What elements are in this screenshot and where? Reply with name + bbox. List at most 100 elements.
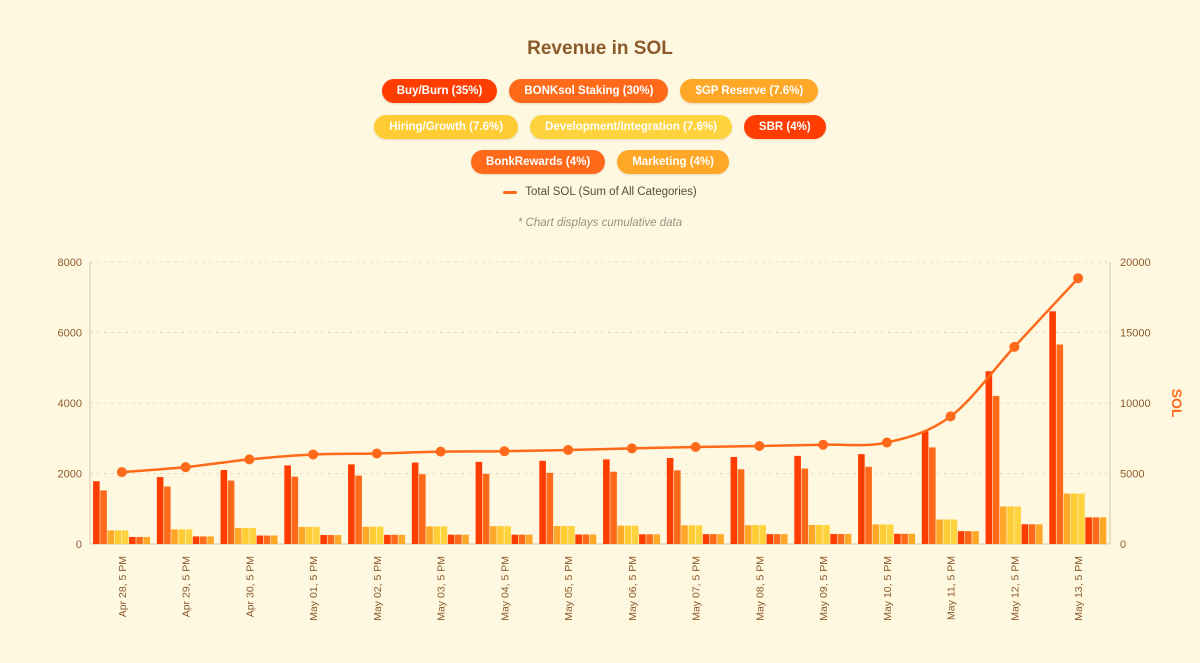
bar <box>965 531 972 544</box>
bar <box>730 456 738 544</box>
bar <box>865 466 872 544</box>
bar <box>475 461 483 544</box>
total-sol-point <box>690 441 701 452</box>
x-tick-label: May 07, 5 PM <box>691 556 703 621</box>
x-tick-label: May 05, 5 PM <box>563 556 575 621</box>
y2-tick-label: 10000 <box>1120 398 1151 410</box>
bar <box>391 534 398 544</box>
x-tick-label: May 12, 5 PM <box>1009 556 1021 621</box>
legend-row-2: Hiring/Growth (7.6%) Development/Integra… <box>0 115 1200 139</box>
bar <box>256 535 264 544</box>
bar <box>710 534 717 544</box>
total-sol-point <box>1009 341 1020 352</box>
bar <box>114 530 122 544</box>
bar <box>376 526 384 544</box>
bar <box>992 395 1000 544</box>
bar <box>844 533 852 544</box>
bar <box>894 533 901 544</box>
legend-hiring-growth[interactable]: Hiring/Growth (7.6%) <box>374 115 519 139</box>
bar <box>1028 524 1036 544</box>
bar <box>886 524 894 544</box>
bar <box>220 469 228 544</box>
bar <box>744 525 752 544</box>
bar <box>178 529 186 544</box>
bar <box>107 530 115 544</box>
x-tick-label: May 11, 5 PM <box>946 556 958 620</box>
total-sol-point <box>754 441 765 452</box>
bar <box>688 525 696 544</box>
bar <box>504 526 511 544</box>
bar <box>1070 493 1078 544</box>
legend-bonkrewards[interactable]: BonkRewards (4%) <box>471 150 606 174</box>
bar <box>518 534 526 544</box>
bar <box>455 534 462 544</box>
bar <box>334 535 342 544</box>
bar <box>794 455 801 544</box>
bar <box>1085 517 1092 544</box>
bar <box>497 526 504 544</box>
total-sol-point <box>563 444 574 455</box>
legend-buy-burn[interactable]: Buy/Burn (35%) <box>381 79 498 103</box>
bar <box>355 475 362 544</box>
legend-sgp-reserve[interactable]: $GP Reserve (7.6%) <box>680 79 819 103</box>
legend-sbr[interactable]: SBR (4%) <box>743 115 826 139</box>
bar <box>624 525 632 544</box>
legend-total-sol[interactable]: Total SOL (Sum of All Categories) <box>0 186 1200 198</box>
total-sol-point <box>116 467 127 478</box>
y-tick-label: 6000 <box>58 328 82 340</box>
bar <box>305 526 313 544</box>
bar <box>908 533 916 544</box>
chart-note: * Chart displays cumulative data <box>517 217 683 229</box>
bar <box>1056 344 1064 544</box>
bar <box>553 526 561 544</box>
bar <box>129 536 136 544</box>
bar <box>1078 493 1085 544</box>
bar <box>617 525 625 544</box>
bar <box>858 454 865 544</box>
bar <box>291 476 299 544</box>
bar <box>234 527 242 544</box>
bar <box>752 525 759 544</box>
bar <box>143 536 151 544</box>
bar <box>539 460 546 544</box>
bar <box>511 534 519 544</box>
bar <box>610 471 617 544</box>
bar <box>489 526 497 544</box>
bar <box>823 524 830 544</box>
bar <box>568 526 575 544</box>
bar <box>207 536 214 544</box>
legend-row-3: BonkRewards (4%) Marketing (4%) <box>0 150 1200 174</box>
bar <box>653 534 661 544</box>
bar <box>766 534 774 544</box>
bar <box>263 535 271 544</box>
bar <box>681 525 688 544</box>
x-tick-label: May 06, 5 PM <box>627 556 639 621</box>
bar <box>943 519 951 544</box>
bar <box>411 462 419 544</box>
bar <box>646 534 653 544</box>
bar <box>582 534 590 544</box>
legend-marketing[interactable]: Marketing (4%) <box>617 150 729 174</box>
bar <box>780 534 788 544</box>
bar <box>1092 517 1100 544</box>
bar <box>270 535 278 544</box>
bar <box>93 481 100 544</box>
bar <box>546 472 554 544</box>
x-tick-label: May 01, 5 PM <box>308 556 320 621</box>
legend-development-integration[interactable]: Development/Integration (7.6%) <box>530 115 732 139</box>
bar <box>589 534 597 544</box>
bar <box>815 524 823 544</box>
bar <box>1014 506 1021 544</box>
x-tick-label: Apr 30, 5 PM <box>244 556 256 617</box>
bar <box>419 474 426 544</box>
bar <box>313 526 320 544</box>
x-tick-label: Apr 29, 5 PM <box>181 556 193 617</box>
total-sol-point <box>499 446 510 457</box>
bar <box>185 529 193 544</box>
bar <box>773 534 781 544</box>
bar <box>808 524 816 544</box>
bar <box>249 527 256 544</box>
bar <box>384 534 391 544</box>
bar <box>192 536 200 544</box>
legend-bonksol-staking[interactable]: BONKsol Staking (30%) <box>509 79 669 103</box>
